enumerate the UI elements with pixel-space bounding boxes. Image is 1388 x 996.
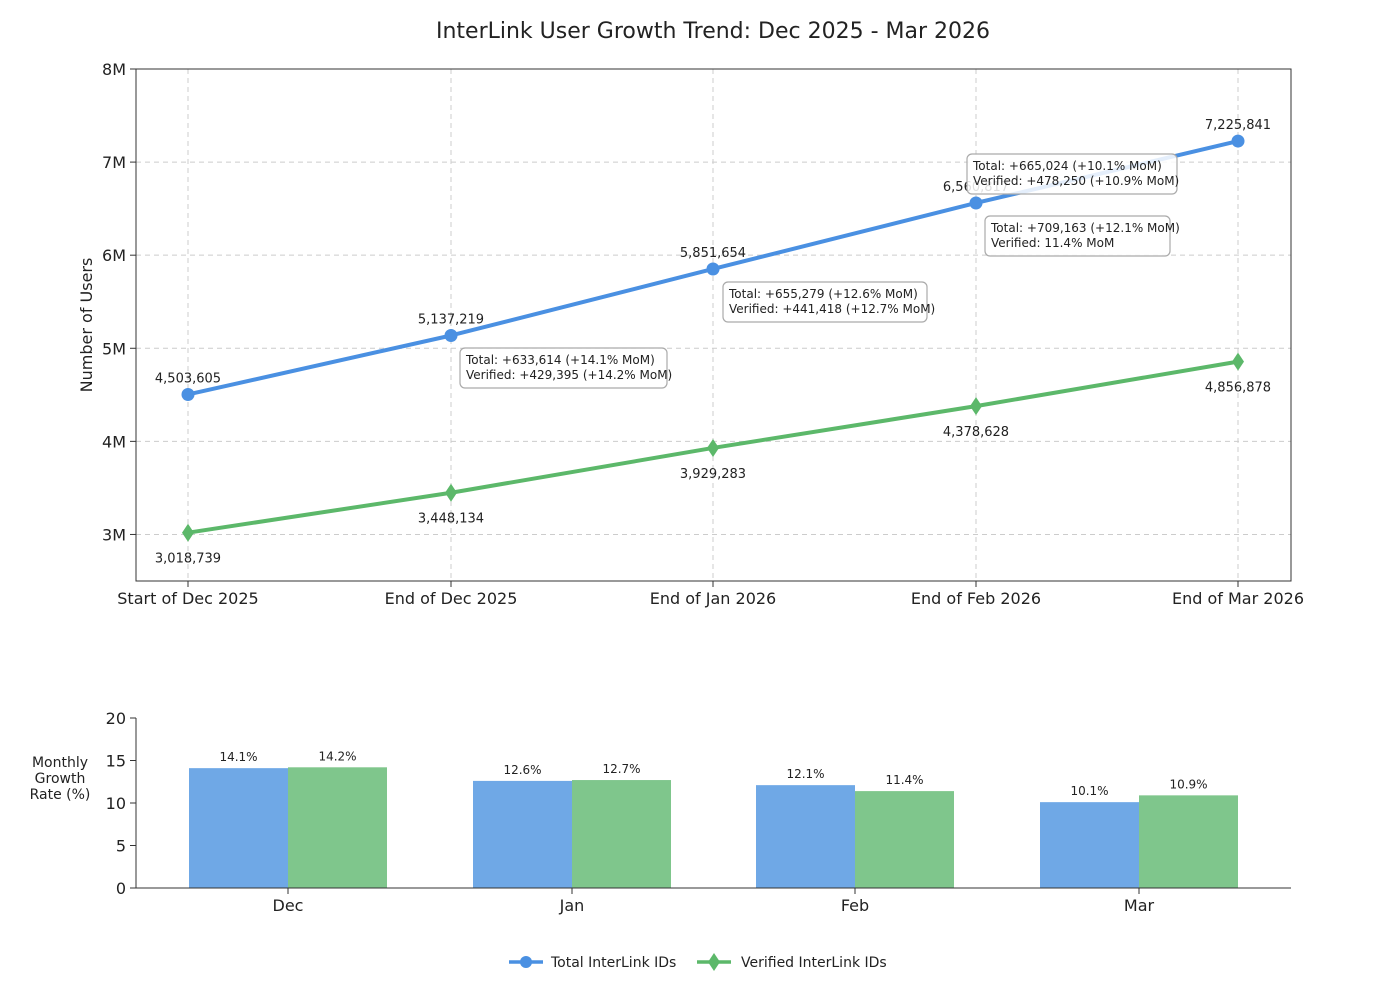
line-chart-ticks: 3M 4M 5M 6M 7M 8M Start of Dec 2025 End of Dec … [102,60,1304,608]
verified-data-point [445,483,457,502]
growth-annotation: Total: +655,279 (+12.6% MoM)Verified: +4… [722,281,935,323]
annotation-text: Total: +665,024 (+10.1% MoM) [972,159,1162,173]
verified-growth-bar [1139,795,1238,888]
total-value-label: 4,503,605 [155,371,221,386]
verified-value-label: 4,378,628 [943,425,1009,440]
line-chart-annotations: Total: +633,614 (+14.1% MoM)Verified: +4… [459,153,1180,389]
verified-value-label: 4,856,878 [1205,381,1271,396]
x-tick-label: Start of Dec 2025 [117,589,258,608]
y-tick-label: 6M [102,246,126,265]
legend-item: Total InterLink IDs [509,955,676,971]
y-tick-label: 3M [102,525,126,544]
bar-y-tick-label: 0 [116,879,126,898]
annotation-text: Verified: +478,250 (+10.9% MoM) [973,174,1179,188]
total-growth-bar [189,768,288,888]
total-data-point [1231,134,1245,148]
legend-label: Verified InterLink IDs [741,955,887,971]
bar-y-tick-label: 5 [116,837,126,856]
verified-data-point [707,438,719,457]
annotation-text: Verified: +429,395 (+14.2% MoM) [466,368,672,382]
total-growth-bar [756,785,855,888]
x-tick-label: End of Mar 2026 [1172,589,1304,608]
bar-value-label: 14.1% [219,750,257,764]
growth-annotation: Total: +665,024 (+10.1% MoM)Verified: +4… [966,153,1179,195]
total-value-label: 5,137,219 [418,312,484,327]
total-growth-bar [473,780,572,888]
bar-chart-bars: 14.1% 12.6% 12.1% 10.1% 14.2% 12.7% 11.4% 10.9% [189,749,1238,888]
bar-x-tick-label: Mar [1124,896,1155,915]
annotation-box [966,153,1178,195]
annotation-text: Verified: 11.4% MoM [991,236,1114,250]
bar-value-label: 14.2% [318,749,356,763]
growth-annotation: Total: +633,614 (+14.1% MoM)Verified: +4… [459,347,672,389]
bar-y-tick-label: 15 [106,752,126,771]
bar-y-axis-label-line: Monthly [32,755,88,771]
bar-x-tick-label: Jan [559,896,585,915]
annotation-text: Verified: +441,418 (+12.7% MoM) [729,302,935,316]
bar-y-axis-label-line: Growth [35,771,86,787]
annotation-text: Total: +655,279 (+12.6% MoM) [728,287,918,301]
line-chart-grid [136,68,1291,581]
x-tick-label: End of Dec 2025 [385,589,518,608]
bar-chart-ticks: 0 5 10 15 20 Dec Jan Feb Mar [106,709,1155,915]
bar-value-label: 10.1% [1070,784,1108,798]
verified-value-label: 3,448,134 [418,512,484,527]
total-data-point [181,387,195,401]
line-chart-y-axis-label: Number of Users [77,258,96,393]
legend-item: Verified InterLink IDs [697,953,887,971]
x-tick-label: End of Jan 2026 [650,589,776,608]
bar-x-tick-label: Dec [273,896,304,915]
bar-value-label: 12.7% [602,762,640,776]
annotation-text: Total: +709,163 (+12.1% MoM) [990,221,1180,235]
chart-title: InterLink User Growth Trend: Dec 2025 - … [436,19,990,44]
total-value-label: 7,225,841 [1205,118,1271,133]
bar-y-tick-label: 10 [106,794,126,813]
verified-growth-bar [288,767,387,888]
bar-value-label: 10.9% [1169,777,1207,791]
bar-y-tick-label: 20 [106,709,126,728]
y-tick-label: 7M [102,153,126,172]
legend-circle-marker [520,956,532,968]
annotation-box [984,215,1171,257]
annotation-box [722,281,928,323]
legend: Total InterLink IDs Verified InterLink ID… [509,953,887,971]
legend-label: Total InterLink IDs [550,955,676,971]
total-data-point [444,328,458,342]
verified-value-label: 3,018,739 [155,552,221,567]
legend-diamond-marker [708,953,720,971]
verified-data-point [1232,352,1244,371]
total-value-label: 5,851,654 [680,246,746,261]
verified-growth-bar [855,791,954,888]
bar-value-label: 12.6% [503,763,541,777]
total-data-point [706,262,720,276]
annotation-text: Total: +633,614 (+14.1% MoM) [465,353,655,367]
verified-value-label: 3,929,283 [680,467,746,482]
x-tick-label: End of Feb 2026 [911,589,1041,608]
y-tick-label: 8M [102,60,126,79]
bar-value-label: 11.4% [885,773,923,787]
y-tick-label: 5M [102,339,126,358]
annotation-box [459,347,668,389]
bar-value-label: 12.1% [786,767,824,781]
bar-x-tick-label: Feb [841,896,869,915]
total-growth-bar [1040,802,1139,888]
verified-data-point [970,397,982,416]
verified-data-point [182,523,194,542]
verified-growth-bar [572,780,671,888]
y-tick-label: 4M [102,432,126,451]
bar-y-axis-label-line: Rate (%) [30,787,91,803]
total-data-point [969,196,983,210]
growth-annotation: Total: +709,163 (+12.1% MoM)Verified: 11… [984,215,1180,257]
